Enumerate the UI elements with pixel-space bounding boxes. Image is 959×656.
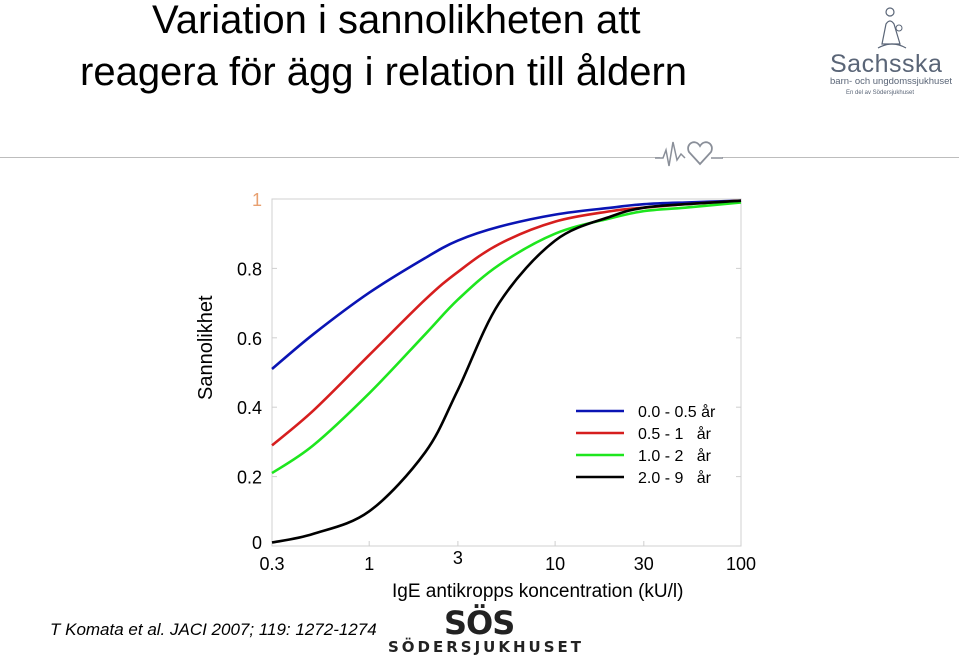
series-line (271, 199, 742, 544)
heartbeat-icon (655, 141, 723, 167)
y-tick-label: 0.4 (237, 398, 262, 418)
y-tick-label: 0.6 (237, 329, 262, 349)
legend: 0.0 - 0.5 år 0.5 - 1 år 1.0 - 2 år 2.0 - 9 … (576, 403, 716, 487)
series-lines (271, 199, 742, 544)
legend-label: 0.0 - 0.5 år (638, 403, 716, 421)
sos-logo-wordmark: SÖDERSJUKHUSET (388, 638, 585, 656)
y-tick-label: 1 (252, 190, 262, 210)
citation: T Komata et al. JACI 2007; 119: 1272-127… (50, 620, 377, 639)
y-tick-label: 0 (252, 533, 262, 553)
y-tick-label: 0.8 (237, 259, 262, 279)
y-tick-label: 0.2 (237, 468, 262, 488)
sos-logo-mark: SÖS (444, 604, 515, 642)
x-tick-label: 0.3 (259, 554, 284, 574)
sos-logo: SÖS SÖDERSJUKHUSET (388, 604, 581, 656)
series-line (271, 199, 742, 370)
y-axis-label: Sannolikhet (195, 295, 217, 400)
legend-label: 2.0 - 9 år (638, 469, 712, 487)
x-tick-label: 100 (726, 554, 756, 574)
sachsska-name: Sachsska (830, 50, 943, 78)
sachsska-subtitle: barn- och ungdomssjukhuset (830, 76, 952, 87)
x-tick-label: 30 (634, 554, 654, 574)
x-tick-label: 10 (545, 554, 565, 574)
divider-line-right (722, 157, 959, 158)
y-axis-ticks: 0 0.2 0.4 0.6 0.8 1 (237, 190, 741, 553)
series-line (271, 201, 742, 475)
sachsska-figure-icon (877, 7, 907, 49)
legend-label: 0.5 - 1 år (638, 425, 712, 443)
divider-line-left (0, 157, 660, 158)
sachsska-subtitle-2: En del av Södersjukhuset (846, 90, 915, 96)
x-axis-ticks: 0.3 1 3 10 30 100 (259, 541, 756, 574)
title-line-2: reagera för ägg i relation till åldern (80, 50, 688, 94)
sachsska-logo: Sachsska barn- och ungdomssjukhuset En d… (828, 4, 958, 100)
x-tick-label: 1 (364, 554, 374, 574)
title-line-1: Variation i sannolikheten att (152, 0, 641, 42)
plot-area (271, 198, 742, 547)
x-axis-label: IgE antikropps koncentration (kU/l) (392, 581, 683, 602)
x-tick-label: 3 (453, 548, 463, 568)
legend-label: 1.0 - 2 år (638, 447, 712, 465)
